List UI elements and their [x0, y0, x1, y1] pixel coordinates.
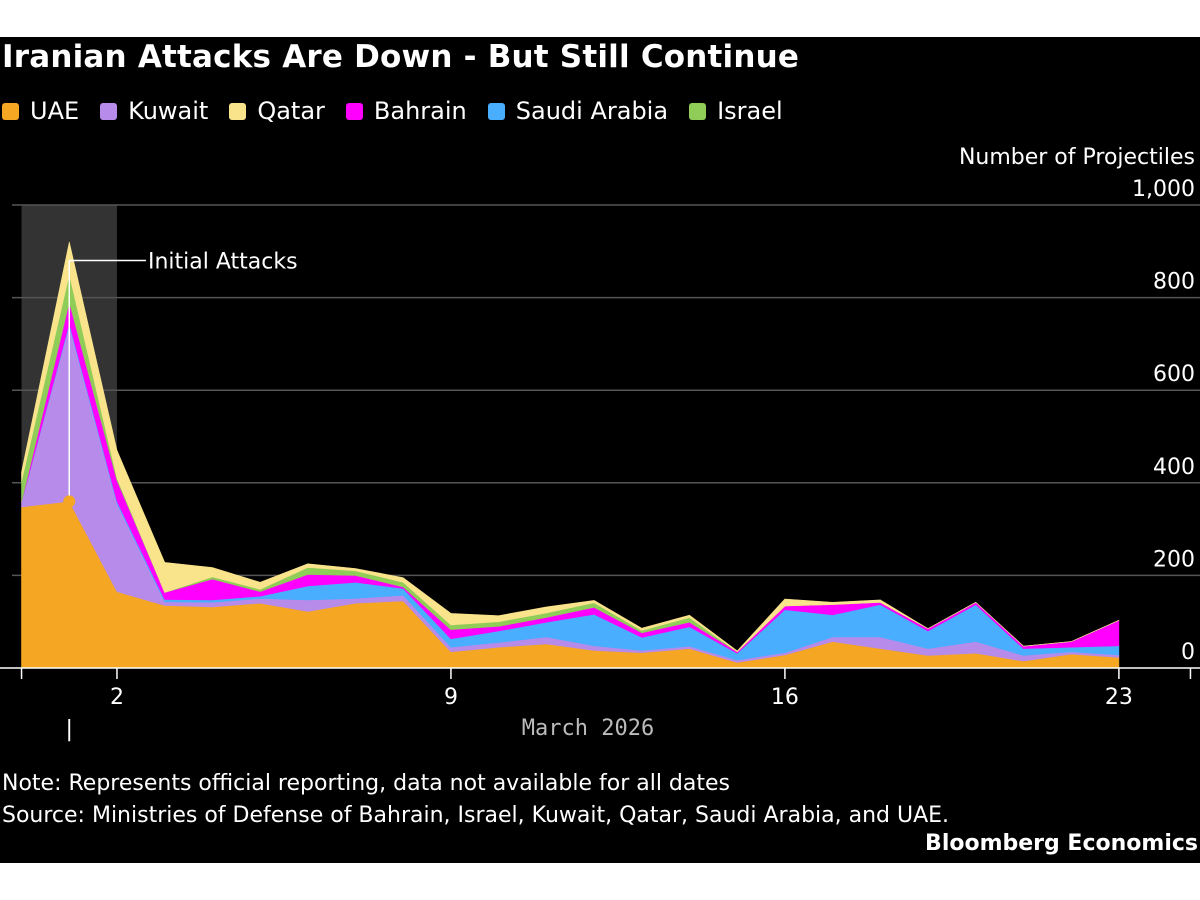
y-tick-label-1000: 1,000: [1132, 177, 1195, 202]
bloomberg-economics-logo: Bloomberg Economics: [925, 831, 1198, 856]
legend-label-saudi-arabia: Saudi Arabia: [515, 97, 669, 125]
x-axis-label: March 2026: [522, 716, 654, 741]
y-tick-label-0: 0: [1181, 640, 1195, 665]
x-tick-label-23: 23: [1105, 685, 1133, 710]
note-text: Note: Represents official reporting, dat…: [2, 771, 730, 796]
legend-swatch-bahrain: [345, 102, 363, 120]
y-tick-label-400: 400: [1153, 455, 1195, 480]
legend-item-bahrain: Bahrain: [345, 97, 467, 125]
legend-swatch-saudi-arabia: [487, 102, 505, 120]
legend-label-uae: UAE: [30, 97, 80, 125]
x-tick-label-2: 2: [110, 685, 124, 710]
legend-swatch-qatar: [229, 102, 247, 120]
annotation-label: Initial Attacks: [148, 250, 298, 275]
legend-label-bahrain: Bahrain: [373, 97, 467, 125]
y-tick-label-800: 800: [1153, 270, 1195, 295]
chart-title: Iranian Attacks Are Down - But Still Con…: [2, 39, 800, 75]
legend-item-uae: UAE: [2, 97, 79, 125]
annotation-dot: [63, 495, 76, 508]
area-qatar: [21, 241, 1120, 653]
y-tick-label-200: 200: [1153, 547, 1195, 572]
legend-item-israel: Israel: [689, 97, 783, 125]
legend-label-kuwait: Kuwait: [128, 97, 209, 125]
legend-label-qatar: Qatar: [257, 97, 325, 125]
x-tick-label-month-start: |: [63, 717, 76, 742]
footnotes: Note: Represents official reporting, dat…: [2, 768, 949, 832]
legend-item-saudi-arabia: Saudi Arabia: [487, 97, 669, 125]
legend-label-israel: Israel: [717, 97, 783, 125]
legend-item-kuwait: Kuwait: [100, 97, 208, 125]
source-text: Source: Ministries of Defense of Bahrain…: [2, 803, 950, 828]
legend-swatch-uae: [2, 102, 19, 120]
legend-item-qatar: Qatar: [229, 97, 325, 125]
legend-swatch-israel: [689, 102, 707, 120]
x-tick-label-9: 9: [444, 685, 458, 710]
legend: UAE Kuwait Qatar Bahrain Saudi Arabia Israel: [2, 97, 804, 125]
y-tick-label-600: 600: [1153, 362, 1195, 387]
x-tick-label-16: 16: [771, 685, 799, 710]
legend-swatch-kuwait: [100, 102, 118, 120]
chart-panel: Iranian Attacks Are Down - But Still Con…: [0, 37, 1200, 863]
y-axis-label: Number of Projectiles: [959, 145, 1195, 170]
